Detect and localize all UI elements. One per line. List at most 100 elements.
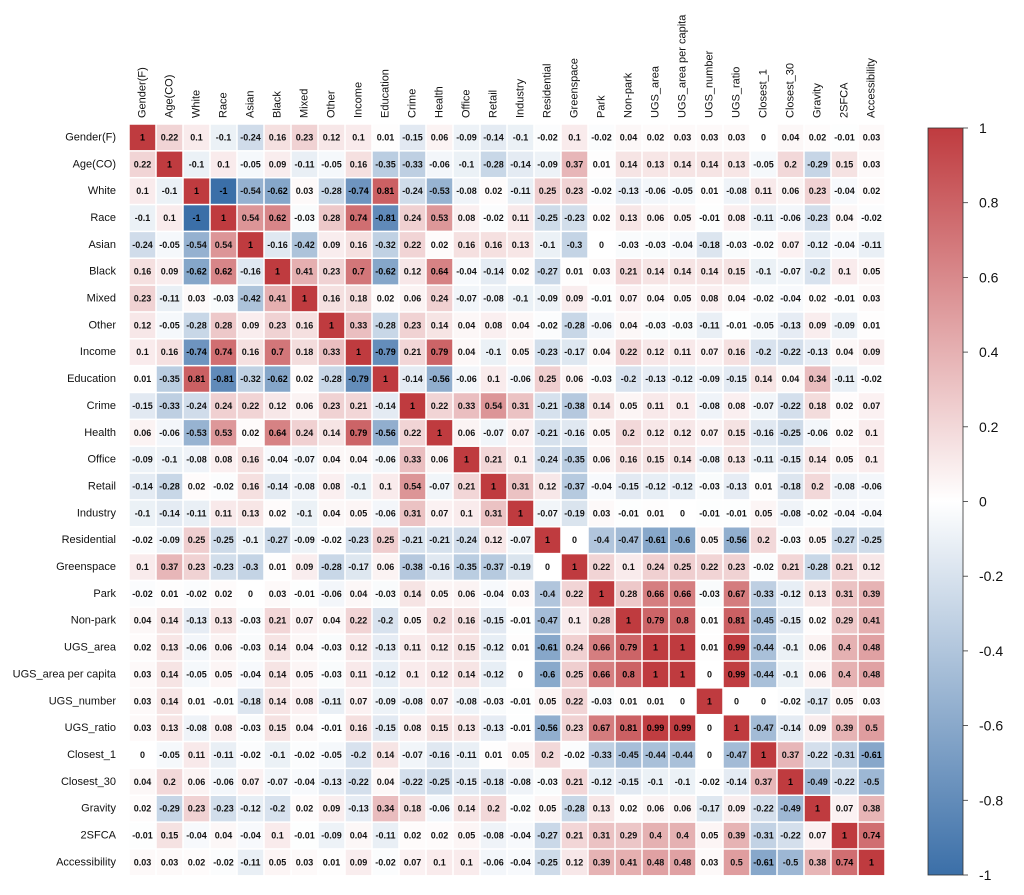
cell-value-label: 0.09 xyxy=(728,804,746,814)
cell-value-label: 0.01 xyxy=(161,589,179,599)
heatmap-cell xyxy=(372,366,399,392)
cell-value-label: 0.13 xyxy=(728,159,746,169)
row-label: Retail xyxy=(88,480,116,492)
heatmap-cell xyxy=(831,473,858,500)
cell-value-label: 0.04 xyxy=(836,213,854,223)
cell-value-label: 0.05 xyxy=(809,535,827,545)
cell-value-label: -0.13 xyxy=(618,186,639,196)
cell-value-label: 0.09 xyxy=(350,857,368,867)
column-label: Greenspace xyxy=(569,58,581,118)
cell-value-label: 0.14 xyxy=(674,267,692,277)
heatmap-cell xyxy=(669,849,696,876)
heatmap-cell xyxy=(858,715,885,741)
cell-value-label: -0.1 xyxy=(513,132,529,142)
heatmap-cell xyxy=(453,500,480,526)
heatmap-cell xyxy=(453,527,480,553)
heatmap-cell xyxy=(129,500,156,526)
cell-value-label: -0.04 xyxy=(834,240,855,250)
heatmap-cell xyxy=(696,527,723,553)
column-label: Mixed xyxy=(299,89,311,118)
cell-value-label: 0.08 xyxy=(728,401,746,411)
cell-value-label: 0.03 xyxy=(134,723,152,733)
cell-value-label: -0.1 xyxy=(135,213,151,223)
heatmap-cell xyxy=(291,581,318,607)
column-label: Black xyxy=(272,91,284,118)
heatmap-cell xyxy=(372,232,399,258)
cell-value-label: 0.02 xyxy=(134,643,152,653)
row-labels: Gender(F)Age(CO)WhiteRaceAsianBlackMixed… xyxy=(13,131,117,868)
cell-value-label: 0.21 xyxy=(566,777,584,787)
cell-value-label: 0.16 xyxy=(242,455,260,465)
heatmap-cell xyxy=(642,554,669,580)
heatmap-cell xyxy=(561,151,588,177)
heatmap-cell xyxy=(210,715,237,741)
cell-value-label: -0.03 xyxy=(240,616,261,626)
cell-value-label: 0.22 xyxy=(404,428,422,438)
heatmap-cell xyxy=(507,608,534,634)
cell-value-label: 0.16 xyxy=(485,240,503,250)
column-label: Race xyxy=(218,92,230,118)
cell-value-label: -0.35 xyxy=(375,159,396,169)
heatmap-cell xyxy=(480,715,507,741)
cell-value-label: 0.09 xyxy=(161,267,179,277)
cell-value-label: 0.4 xyxy=(649,831,662,841)
heatmap-cell xyxy=(318,822,345,849)
heatmap-cell xyxy=(318,796,345,822)
heatmap-cell xyxy=(588,446,615,473)
cell-value-label: -0.11 xyxy=(159,294,179,304)
heatmap-cell xyxy=(858,473,885,500)
heatmap-cell xyxy=(642,634,669,661)
cell-value-label: -0.23 xyxy=(807,213,828,223)
cell-value-label: 0.04 xyxy=(782,374,800,384)
heatmap-cell xyxy=(723,769,750,795)
cell-value-label: 0.1 xyxy=(865,428,878,438)
cell-value-label: -1 xyxy=(219,186,227,196)
cell-value-label: -0.1 xyxy=(756,267,772,277)
heatmap-cell xyxy=(804,742,831,768)
heatmap-cell xyxy=(642,608,669,634)
cell-value-label: 0.22 xyxy=(161,132,179,142)
heatmap-cell xyxy=(777,634,804,661)
heatmap-cell xyxy=(777,366,804,392)
cell-value-label: -0.07 xyxy=(537,508,558,518)
heatmap-cell xyxy=(750,446,777,473)
heatmap-cell xyxy=(156,581,183,607)
cell-value-label: 0.1 xyxy=(865,455,878,465)
cell-value-label: -0.07 xyxy=(267,777,288,787)
cell-value-label: -0.24 xyxy=(132,240,153,250)
cell-value-label: 0.12 xyxy=(647,347,665,357)
heatmap-cell xyxy=(615,285,642,312)
heatmap-cell xyxy=(453,473,480,500)
heatmap-cell xyxy=(480,554,507,580)
cell-value-label: -0.15 xyxy=(456,777,477,787)
heatmap-cell xyxy=(237,124,264,151)
cell-value-label: -0.23 xyxy=(564,213,585,223)
heatmap-cell xyxy=(615,769,642,795)
cell-value-label: -0.27 xyxy=(267,535,288,545)
cell-value-label: -0.02 xyxy=(483,213,504,223)
heatmap-cell xyxy=(507,554,534,580)
cell-value-label: -0.12 xyxy=(483,643,504,653)
heatmap-cell xyxy=(399,634,426,661)
cell-value-label: 0.66 xyxy=(593,643,611,653)
heatmap-cell xyxy=(669,554,696,580)
cell-value-label: -0.17 xyxy=(348,562,369,572)
cell-value-label: 0.05 xyxy=(593,428,611,438)
cell-value-label: -0.04 xyxy=(672,240,693,250)
cell-value-label: -0.04 xyxy=(510,857,531,867)
cell-value-label: 0.07 xyxy=(431,508,449,518)
heatmap-cell xyxy=(210,688,237,714)
cell-value-label: -0.01 xyxy=(834,132,855,142)
cell-value-label: 0.12 xyxy=(566,857,584,867)
heatmap-cell xyxy=(480,205,507,231)
heatmap-cell xyxy=(291,420,318,446)
heatmap-cell xyxy=(858,554,885,580)
cell-value-label: 0.16 xyxy=(296,320,314,330)
cell-value-label: -0.06 xyxy=(429,804,450,814)
cell-value-label: 0.18 xyxy=(809,401,827,411)
cell-value-label: -0.28 xyxy=(564,320,585,330)
heatmap-cell xyxy=(804,796,831,822)
cell-value-label: -0.62 xyxy=(267,374,288,384)
cell-value-label: 0.09 xyxy=(323,804,341,814)
heatmap-cell xyxy=(426,205,453,231)
